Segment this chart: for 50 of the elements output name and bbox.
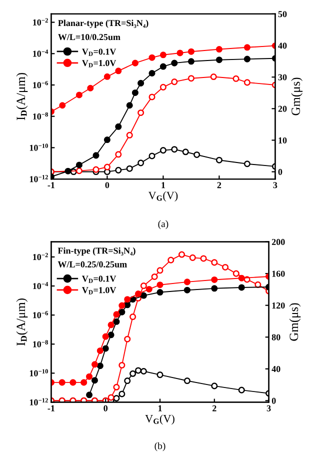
y2-tick-label: 160 — [272, 270, 285, 277]
text: (a) — [158, 220, 168, 230]
x-tick-label: 0 — [105, 182, 110, 188]
y2-tick-label: 0 — [272, 398, 276, 404]
x-tick-label: 3 — [273, 182, 278, 188]
legend-label: V$_{D}$=1.0V — [82, 287, 116, 294]
y-axis-title: I$_{D}$(A/μm) — [16, 298, 28, 346]
x-axis-title: V$_{G}$(V) — [145, 414, 174, 425]
y2-tick-label: 120 — [272, 302, 285, 309]
y2-axis-title: Gm(μs) — [291, 78, 303, 116]
legend-label: V$_{D}$=1.0V — [82, 60, 116, 68]
y2-tick-label: 20 — [278, 106, 287, 112]
y-tick-label: 10$^{−2}$ — [33, 252, 48, 260]
y2-tick-label: 30 — [278, 74, 287, 80]
annotation: W/L=10/0.25um — [58, 34, 120, 40]
y2-tick-label: 0 — [278, 168, 282, 175]
y2-tick-label: 200 — [272, 238, 285, 246]
y-tick-label: 10$^{−10}$ — [30, 369, 48, 376]
y-tick-label: 10$^{−6}$ — [33, 80, 48, 88]
y-tick-label: 10$^{−8}$ — [33, 112, 48, 120]
y-tick-label: 10$^{−4}$ — [33, 282, 48, 290]
x-tick-label: 1 — [158, 405, 162, 412]
annotation: Planar-type (TR=Si₃N₄) — [58, 20, 148, 28]
y-tick-label: 10$^{−10}$ — [30, 144, 48, 151]
x-tick-label: -1 — [48, 405, 54, 412]
y2-tick-label: 10 — [278, 137, 287, 144]
y2-axis-title: Gm(μs) — [289, 303, 301, 341]
y-tick-label: 10$^{−6}$ — [33, 311, 48, 318]
y2-tick-label: 50 — [278, 11, 287, 18]
x-tick-label: 2 — [212, 405, 216, 412]
y2-tick-label: 80 — [272, 334, 280, 340]
x-tick-label: -1 — [48, 182, 54, 188]
x-tick-label: 3 — [266, 405, 271, 412]
y-tick-label: 10$^{−12}$ — [30, 398, 48, 406]
y2-tick-label: 40 — [278, 42, 287, 49]
legend-label: V$_{D}$=0.1V — [82, 48, 116, 56]
y-tick-label: 10$^{−2}$ — [33, 18, 48, 26]
y-axis-title: I$_{D}$(A/μm) — [16, 72, 28, 120]
x-tick-label: 1 — [162, 182, 165, 188]
y-tick-label: 10$^{−12}$ — [30, 175, 48, 182]
legend-label: V$_{D}$=0.1V — [82, 276, 116, 283]
y-tick-label: 10$^{−8}$ — [33, 340, 48, 348]
y-tick-label: 10$^{−4}$ — [33, 50, 48, 57]
annotation: Fin-type (TR=Si₃N₄) — [58, 247, 136, 256]
x-tick-label: 0 — [104, 405, 108, 412]
text: (b) — [154, 442, 166, 452]
x-axis-title: V$_{G}$(V) — [148, 191, 178, 202]
annotation: W/L=0.25/0.25um — [58, 261, 127, 268]
x-tick-label: 2 — [217, 182, 222, 188]
y2-tick-label: 40 — [272, 366, 280, 372]
